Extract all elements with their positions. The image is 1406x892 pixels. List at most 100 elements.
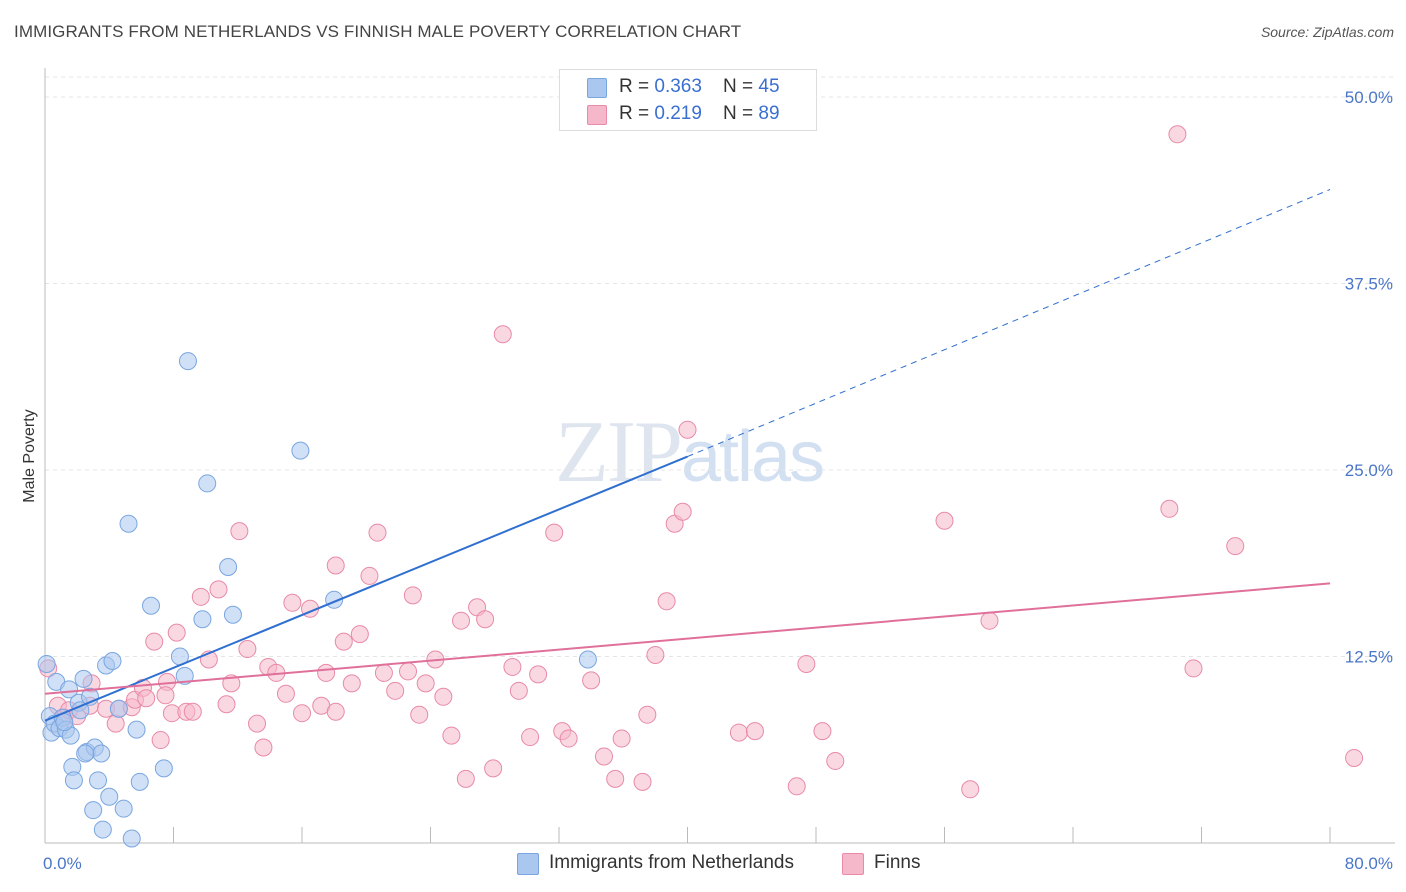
netherlands-point <box>122 829 141 848</box>
netherlands-point <box>198 474 217 493</box>
finns-point <box>1345 748 1364 767</box>
x-tick-label: 80.0% <box>1345 854 1393 873</box>
legend-n-value: 89 <box>758 103 780 124</box>
finns-point <box>657 592 676 611</box>
finns-point <box>612 729 631 748</box>
netherlands-point <box>84 801 103 820</box>
legend-r-value: 0.363 <box>654 76 702 97</box>
y-axis-title: Male Poverty <box>21 409 38 502</box>
finns-point <box>183 702 202 721</box>
y-tick-label: 50.0% <box>1345 88 1393 107</box>
finns-point <box>276 684 295 703</box>
bottom-legend-swatch-blue <box>517 853 539 875</box>
finns-point <box>452 611 471 630</box>
netherlands-point <box>119 514 138 533</box>
y-tick-label: 25.0% <box>1345 461 1393 480</box>
finns-point <box>386 681 405 700</box>
chart-title: IMMIGRANTS FROM NETHERLANDS VS FINNISH M… <box>14 22 742 41</box>
netherlands-point <box>92 744 111 763</box>
finns-point <box>980 611 999 630</box>
finns-point <box>729 723 748 742</box>
finns-point <box>293 704 311 723</box>
netherlands-points <box>37 352 597 848</box>
finns-point <box>434 687 453 706</box>
finns-point <box>238 640 257 659</box>
finns-point <box>1168 125 1187 144</box>
netherlands-point <box>223 605 242 624</box>
finns-point <box>334 632 353 651</box>
finns-point <box>678 420 697 439</box>
netherlands-point <box>109 699 128 718</box>
finns-point <box>633 772 652 791</box>
finns-point <box>509 681 528 700</box>
legend-r-value: 0.219 <box>654 103 702 124</box>
finns-point <box>826 751 845 770</box>
finns-point <box>156 686 175 705</box>
bottom-legend-label: Finns <box>874 852 921 873</box>
netherlands-point <box>103 651 122 670</box>
finns-point <box>456 769 475 788</box>
finns-point <box>493 325 512 344</box>
finns-point <box>217 695 236 714</box>
finns-point <box>374 663 393 682</box>
finns-point <box>326 556 345 575</box>
finns-point <box>529 665 548 684</box>
netherlands-trend-line <box>44 455 688 722</box>
netherlands-point <box>142 596 161 615</box>
finns-point <box>476 610 495 629</box>
legend-r-label: R = <box>619 103 655 124</box>
netherlands-point <box>64 771 83 790</box>
watermark-atlas: atlas <box>681 417 825 497</box>
finns-point <box>606 769 625 788</box>
finns-point <box>521 728 540 747</box>
finns-point <box>254 738 273 757</box>
netherlands-point <box>76 744 95 763</box>
finns-point <box>317 663 336 682</box>
trend-lines <box>44 189 1331 722</box>
finns-point <box>813 722 832 741</box>
finns-point <box>106 714 125 733</box>
finns-point <box>399 662 418 681</box>
netherlands-point <box>578 650 597 669</box>
finns-point <box>1184 659 1203 678</box>
finns-point <box>151 731 170 750</box>
finns-point <box>935 511 954 530</box>
finns-point <box>416 674 435 693</box>
netherlands-point <box>193 610 212 629</box>
grid-lines <box>45 76 1395 657</box>
netherlands-point <box>37 654 56 673</box>
finns-trend-line <box>44 582 1331 695</box>
finns-point <box>559 729 578 748</box>
finns-point <box>145 632 164 651</box>
legend-r-label: R = <box>619 76 655 97</box>
netherlands-point <box>100 787 119 806</box>
source-credit: Source: ZipAtlas.com <box>1260 24 1394 40</box>
finns-point <box>745 722 764 741</box>
finns-point <box>797 654 816 673</box>
finns-point <box>326 702 345 721</box>
finns-point <box>342 674 361 693</box>
netherlands-point <box>89 771 108 790</box>
finns-point <box>594 747 613 766</box>
tick-labels: 12.5% 25.0% 37.5% 50.0% 0.0% 80.0% Male Povert… <box>21 88 1393 873</box>
finns-point <box>961 780 980 799</box>
finns-point <box>410 705 429 724</box>
netherlands-point <box>175 666 194 685</box>
finns-point <box>360 566 379 585</box>
netherlands-point <box>130 772 149 791</box>
finns-point <box>191 587 210 606</box>
finns-point <box>350 625 369 644</box>
finns-point <box>209 580 228 599</box>
finns-point <box>230 522 249 541</box>
netherlands-point <box>60 680 79 699</box>
finns-point <box>484 759 503 778</box>
finns-point <box>248 714 267 733</box>
axes <box>44 68 1395 844</box>
netherlands-trend-extension <box>687 189 1331 458</box>
bottom-legend-label: Immigrants from Netherlands <box>549 852 794 873</box>
legend-swatch-pink <box>587 105 607 125</box>
finns-point <box>582 671 601 690</box>
netherlands-point <box>219 557 238 576</box>
finns-point <box>137 689 156 708</box>
finns-point <box>545 523 564 542</box>
